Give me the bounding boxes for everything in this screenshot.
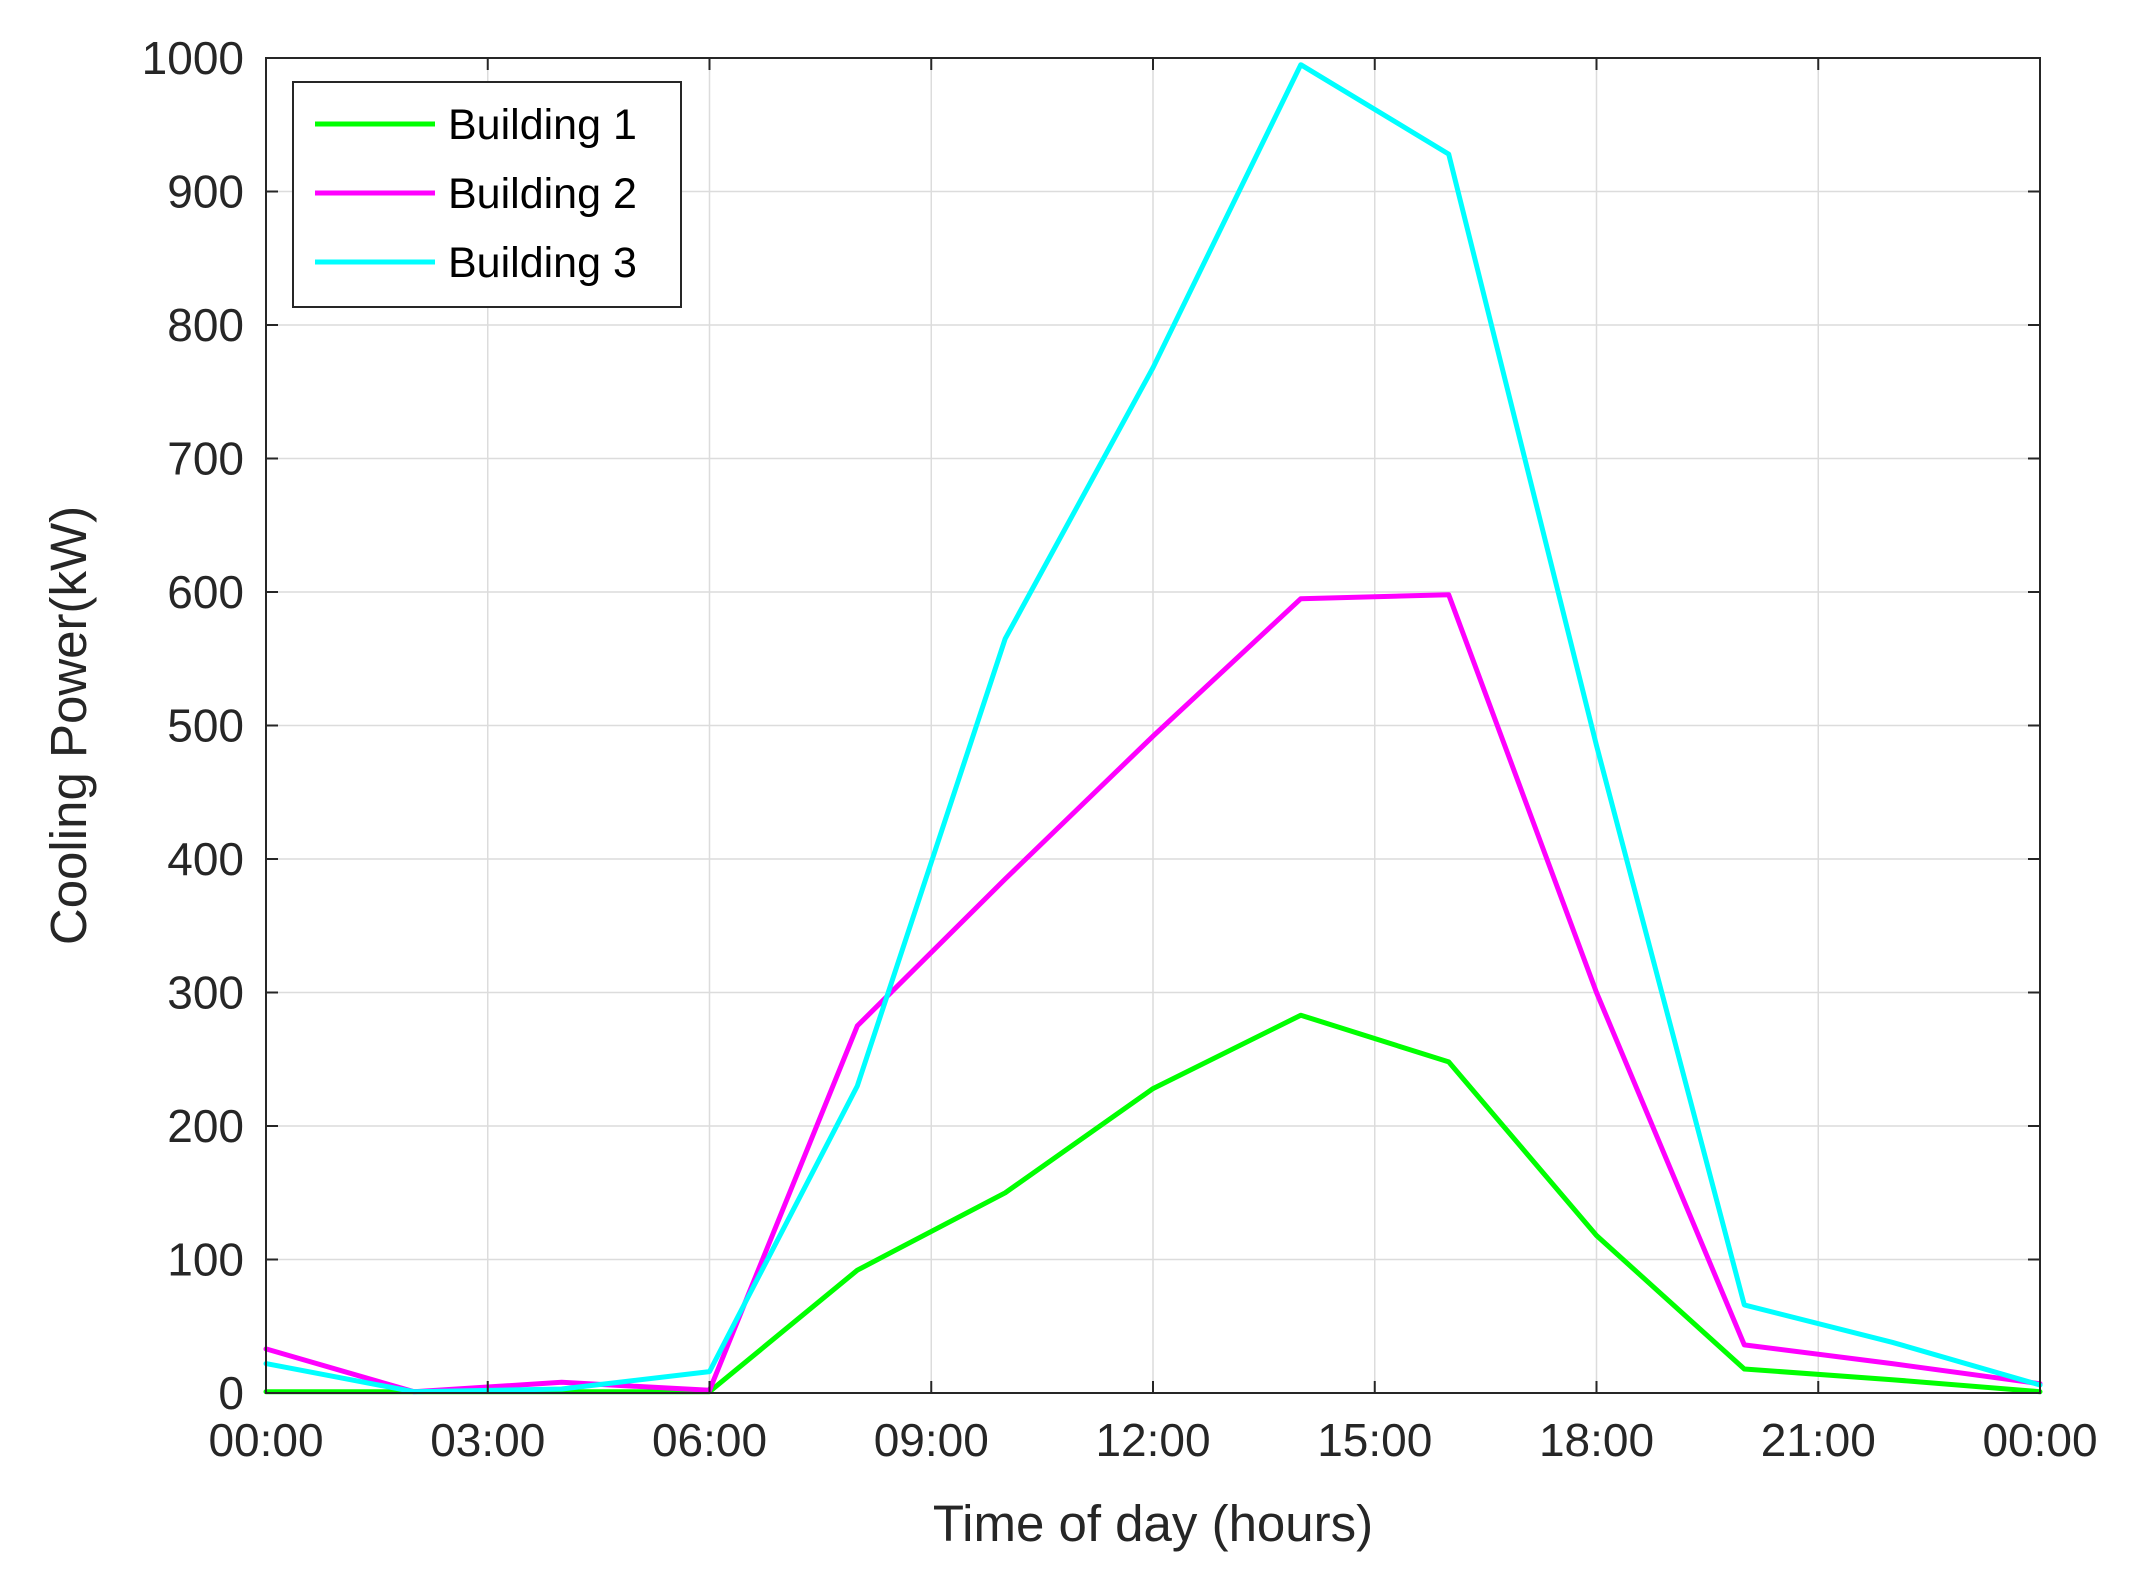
- y-tick-label: 0: [218, 1367, 244, 1419]
- x-tick-label: 12:00: [1095, 1414, 1210, 1466]
- x-tick-label: 03:00: [430, 1414, 545, 1466]
- y-tick-label: 800: [167, 299, 244, 351]
- legend-label: Building 2: [448, 170, 637, 218]
- axis-ticks: [265, 57, 2041, 1394]
- legend-label: Building 3: [448, 239, 637, 287]
- y-tick-label: 300: [167, 967, 244, 1019]
- legend-label: Building 1: [448, 101, 637, 149]
- series-line-building-1: [263, 1012, 2043, 1395]
- y-axis-tick-labels: 0 100 200 300 400 500 600 700 800 900 1000: [142, 32, 244, 1419]
- y-tick-label: 600: [167, 566, 244, 618]
- x-tick-label: 15:00: [1317, 1414, 1432, 1466]
- y-tick-label: 400: [167, 833, 244, 885]
- y-axis-title: Cooling Power(kW): [40, 506, 97, 945]
- y-tick-label: 700: [167, 433, 244, 485]
- x-tick-label: 00:00: [1982, 1414, 2097, 1466]
- x-tick-label: 06:00: [652, 1414, 767, 1466]
- series-line-building-3: [263, 62, 2043, 1395]
- y-tick-label: 1000: [142, 32, 244, 84]
- y-tick-label: 500: [167, 700, 244, 752]
- series-line-building-2: [263, 592, 2043, 1395]
- x-tick-label: 09:00: [874, 1414, 989, 1466]
- x-tick-label: 21:00: [1761, 1414, 1876, 1466]
- y-tick-label: 200: [167, 1100, 244, 1152]
- series-lines: [263, 62, 2043, 1395]
- x-tick-label: 00:00: [208, 1414, 323, 1466]
- x-axis-tick-labels: 00:00 03:00 06:00 09:00 12:00 15:00 18:00 21:00…: [208, 1414, 2097, 1466]
- x-axis-title: Time of day (hours): [933, 1495, 1373, 1552]
- y-tick-label: 100: [167, 1234, 244, 1286]
- legend: Building 1 Building 2 Building 3: [292, 81, 682, 308]
- x-tick-label: 18:00: [1539, 1414, 1654, 1466]
- y-tick-label: 900: [167, 166, 244, 218]
